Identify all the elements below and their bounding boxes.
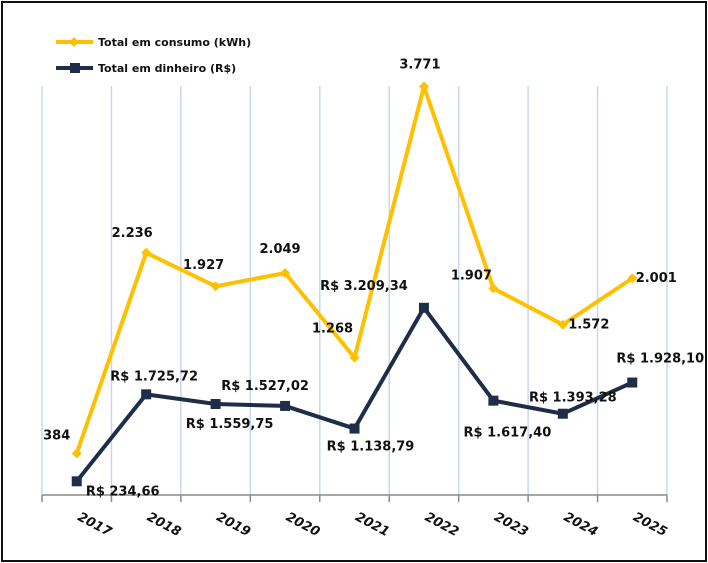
x-tick-label: 2018 bbox=[144, 510, 183, 540]
legend-label-consumo: Total em consumo (kWh) bbox=[98, 36, 251, 49]
x-tick-label: 2023 bbox=[492, 510, 531, 540]
legend-marker-square-icon bbox=[70, 63, 80, 73]
data-label-consumo: 2.001 bbox=[636, 271, 677, 286]
legend-label-dinheiro: Total em dinheiro (R$) bbox=[98, 62, 236, 75]
data-point-consumo[interactable] bbox=[71, 448, 82, 459]
data-label-dinheiro: R$ 3.209,34 bbox=[320, 279, 408, 294]
data-label-consumo: 1.907 bbox=[451, 268, 492, 283]
data-point-consumo[interactable] bbox=[488, 283, 499, 294]
x-tick-label: 2020 bbox=[283, 510, 322, 540]
data-point-dinheiro[interactable] bbox=[627, 377, 638, 388]
data-point-consumo[interactable] bbox=[210, 281, 221, 292]
legend-marker-diamond-icon bbox=[69, 37, 79, 47]
data-point-dinheiro[interactable] bbox=[71, 476, 82, 487]
data-label-dinheiro: R$ 1.725,72 bbox=[110, 369, 198, 384]
data-point-dinheiro[interactable] bbox=[557, 408, 568, 419]
data-point-dinheiro[interactable] bbox=[488, 395, 499, 406]
x-tick-labels: 2017 2018 2019 2020 2021 2022 2023 2024 2025 bbox=[75, 510, 670, 541]
data-labels: 384 2.236 1.927 2.049 1.268 3.771 1.907 1.572 2.… bbox=[43, 57, 704, 499]
series-layer bbox=[71, 81, 638, 487]
x-tick-label: 2017 bbox=[75, 510, 115, 541]
data-point-dinheiro[interactable] bbox=[349, 423, 360, 434]
data-label-consumo: 1.572 bbox=[568, 318, 609, 333]
data-label-dinheiro: R$ 1.138,79 bbox=[327, 440, 415, 455]
gridlines bbox=[41, 86, 668, 495]
data-label-consumo: 3.771 bbox=[399, 57, 440, 72]
data-label-consumo: 2.049 bbox=[259, 242, 300, 257]
data-point-dinheiro[interactable] bbox=[141, 389, 152, 400]
x-tick-label: 2021 bbox=[353, 510, 392, 540]
data-point-consumo[interactable] bbox=[141, 247, 152, 258]
x-tick-label: 2025 bbox=[630, 510, 669, 540]
x-tick-label: 2022 bbox=[422, 510, 461, 540]
data-point-consumo[interactable] bbox=[349, 352, 360, 363]
data-label-dinheiro: R$ 1.559,75 bbox=[186, 417, 274, 432]
legend: Total em consumo (kWh) Total em dinheiro… bbox=[56, 36, 251, 75]
legend-item-dinheiro[interactable]: Total em dinheiro (R$) bbox=[56, 62, 236, 75]
data-label-dinheiro: R$ 234,66 bbox=[86, 484, 160, 499]
x-tick-label: 2019 bbox=[214, 510, 253, 540]
data-point-consumo[interactable] bbox=[280, 268, 291, 279]
data-point-dinheiro[interactable] bbox=[418, 302, 429, 313]
data-point-dinheiro[interactable] bbox=[210, 399, 221, 410]
data-label-consumo: 384 bbox=[43, 428, 70, 443]
data-point-consumo[interactable] bbox=[627, 273, 638, 284]
data-label-dinheiro: R$ 1.928,10 bbox=[616, 352, 704, 367]
x-tick-label: 2024 bbox=[561, 510, 600, 540]
data-point-dinheiro[interactable] bbox=[280, 400, 291, 411]
x-axis bbox=[41, 494, 668, 502]
data-label-consumo: 1.268 bbox=[312, 322, 353, 337]
data-label-dinheiro: R$ 1.617,40 bbox=[464, 426, 552, 441]
data-label-dinheiro: R$ 1.527,02 bbox=[221, 379, 309, 394]
data-label-consumo: 2.236 bbox=[112, 226, 153, 241]
data-label-consumo: 1.927 bbox=[183, 258, 224, 273]
data-point-consumo[interactable] bbox=[418, 81, 429, 92]
data-point-consumo[interactable] bbox=[557, 319, 568, 330]
legend-item-consumo[interactable]: Total em consumo (kWh) bbox=[56, 36, 251, 49]
data-label-dinheiro: R$ 1.393,28 bbox=[529, 391, 617, 406]
